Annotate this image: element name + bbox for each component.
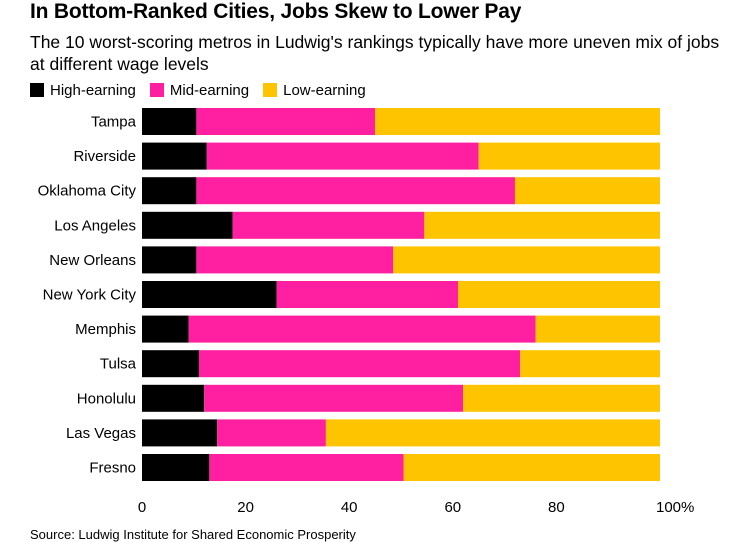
category-label-las-vegas: Las Vegas bbox=[66, 425, 136, 442]
bar-high-earning-new-york-city bbox=[142, 281, 277, 308]
x-tick-label-0: 0 bbox=[138, 499, 146, 516]
bar-low-earning-memphis bbox=[535, 315, 660, 343]
bar-high-earning-fresno bbox=[142, 454, 210, 481]
bar-low-earning-oklahoma-city bbox=[514, 177, 660, 205]
bar-high-earning-oklahoma-city bbox=[142, 177, 197, 205]
x-tick-label-2: 40 bbox=[341, 499, 358, 516]
chart-title: In Bottom-Ranked Cities, Jobs Skew to Lo… bbox=[30, 0, 522, 23]
bar-high-earning-tulsa bbox=[142, 350, 199, 378]
legend-swatch-mid-earning bbox=[149, 83, 164, 97]
category-label-riverside: Riverside bbox=[73, 148, 136, 165]
bar-low-earning-tulsa bbox=[520, 350, 660, 378]
bar-low-earning-las-vegas bbox=[325, 419, 660, 447]
legend-item-high-earning: High-earning bbox=[30, 82, 136, 99]
category-label-fresno: Fresno bbox=[89, 460, 136, 477]
category-label-tulsa: Tulsa bbox=[100, 356, 137, 373]
bar-mid-earning-new-orleans bbox=[196, 246, 394, 274]
bar-mid-earning-riverside bbox=[206, 142, 479, 170]
bar-low-earning-fresno bbox=[403, 454, 660, 481]
x-tick-label-3: 60 bbox=[444, 499, 461, 516]
bar-mid-earning-tulsa bbox=[198, 350, 521, 378]
category-label-new-orleans: New Orleans bbox=[49, 252, 136, 269]
bar-high-earning-new-orleans bbox=[142, 246, 197, 274]
bar-low-earning-new-york-city bbox=[457, 281, 660, 308]
category-label-honolulu: Honolulu bbox=[77, 390, 136, 407]
bar-mid-earning-los-angeles bbox=[232, 211, 425, 239]
bar-mid-earning-tampa bbox=[196, 108, 376, 135]
bar-mid-earning-new-york-city bbox=[276, 281, 458, 308]
category-label-los-angeles: Los Angeles bbox=[54, 217, 136, 234]
legend-label-low-earning: Low-earning bbox=[283, 81, 366, 99]
bar-high-earning-los-angeles bbox=[142, 211, 233, 239]
legend-swatch-low-earning bbox=[263, 83, 278, 97]
bar-low-earning-los-angeles bbox=[424, 211, 660, 239]
category-label-oklahoma-city: Oklahoma City bbox=[38, 183, 137, 200]
bar-high-earning-las-vegas bbox=[142, 419, 218, 447]
bar-mid-earning-las-vegas bbox=[217, 419, 326, 447]
legend-item-mid-earning: Mid-earning bbox=[149, 81, 250, 99]
bar-low-earning-tampa bbox=[375, 108, 660, 135]
category-label-memphis: Memphis bbox=[75, 321, 136, 338]
bar-mid-earning-memphis bbox=[188, 315, 536, 343]
legend-swatch-high-earning bbox=[30, 83, 44, 97]
category-label-tampa: Tampa bbox=[91, 114, 137, 131]
legend-label-high-earning: High-earning bbox=[50, 81, 136, 99]
x-tick-label-5: 100% bbox=[656, 499, 694, 516]
bar-high-earning-honolulu bbox=[142, 384, 205, 412]
category-label-new-york-city: New York City bbox=[43, 287, 137, 304]
x-tick-label-1: 20 bbox=[237, 499, 254, 516]
chart-subtitle: The 10 worst-scoring metros in Ludwig's … bbox=[30, 32, 720, 74]
x-tick-label-4: 80 bbox=[548, 499, 565, 516]
bar-high-earning-riverside bbox=[142, 142, 207, 170]
legend: High-earning Mid-earning Low-earning bbox=[30, 80, 380, 100]
bar-low-earning-honolulu bbox=[463, 384, 660, 412]
legend-label-mid-earning: Mid-earning bbox=[169, 81, 250, 99]
bar-mid-earning-fresno bbox=[209, 454, 404, 481]
bar-high-earning-tampa bbox=[142, 108, 197, 135]
bar-mid-earning-honolulu bbox=[204, 384, 464, 412]
bar-mid-earning-oklahoma-city bbox=[196, 177, 515, 205]
legend-item-low-earning: Low-earning bbox=[263, 82, 366, 99]
bar-low-earning-new-orleans bbox=[393, 246, 660, 274]
bar-low-earning-riverside bbox=[478, 142, 660, 170]
source-note: Source: Ludwig Institute for Shared Econ… bbox=[30, 527, 356, 542]
bar-high-earning-memphis bbox=[142, 315, 189, 343]
